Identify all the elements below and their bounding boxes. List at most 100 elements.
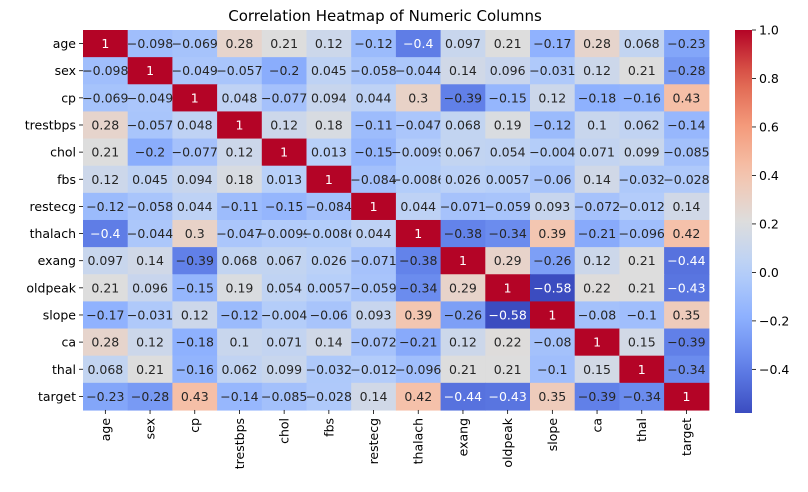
heatmap-cell-sex-sex bbox=[127, 57, 173, 85]
heatmap-cell-target-exang bbox=[440, 382, 486, 411]
heatmap-cell-restecg-oldpeak bbox=[485, 192, 531, 221]
heatmap-cell-fbs-ca bbox=[574, 165, 620, 194]
heatmap-cell-chol-target bbox=[664, 138, 710, 167]
heatmap-cell-fbs-age bbox=[83, 165, 129, 194]
heatmap-cell-thal-thal bbox=[619, 355, 665, 384]
heatmap-cell-thal-restecg bbox=[351, 355, 397, 384]
heatmap-cell-target-sex bbox=[127, 382, 173, 411]
heatmap-cell-target-fbs bbox=[306, 382, 352, 411]
heatmap-cell-thalach-slope bbox=[530, 219, 576, 248]
cell-value-slope-thalach: 0.39 bbox=[404, 307, 432, 322]
heatmap-cell-target-chol bbox=[261, 382, 308, 411]
cell-value-slope-ca: −0.08 bbox=[578, 307, 616, 322]
cell-value-restecg-thal: −0.012 bbox=[619, 199, 665, 214]
y-tick-label-restecg: restecg bbox=[30, 199, 76, 214]
heatmap-cell-trestbps-cp bbox=[172, 111, 218, 140]
heatmap-cell-oldpeak-restecg bbox=[351, 274, 397, 302]
colorbar-tick-label-5: 0.0 bbox=[759, 265, 779, 280]
heatmap-cell-thal-fbs bbox=[306, 355, 352, 384]
heatmap-cell-thalach-thalach bbox=[395, 219, 442, 248]
heatmap-cell-sex-target bbox=[664, 57, 710, 85]
heatmap-cell-target-target bbox=[664, 382, 710, 411]
x-tick-label-chol: chol bbox=[277, 418, 292, 444]
heatmap-cell-cp-cp bbox=[172, 84, 218, 113]
heatmap-cell-age-chol bbox=[261, 30, 308, 58]
heatmap-cell-oldpeak-thal bbox=[619, 274, 665, 302]
cell-value-thalach-restecg: 0.044 bbox=[356, 226, 392, 241]
heatmap-cell-exang-ca bbox=[574, 247, 620, 275]
cell-value-thalach-cp: 0.3 bbox=[185, 226, 205, 241]
heatmap-cell-cp-restecg bbox=[351, 84, 397, 113]
y-tick-label-trestbps: trestbps bbox=[25, 117, 76, 132]
heatmap-cell-exang-slope bbox=[530, 247, 576, 275]
heatmap-cell-exang-chol bbox=[261, 247, 308, 275]
cell-value-fbs-restecg: −0.084 bbox=[350, 172, 396, 187]
cell-value-target-exang: −0.44 bbox=[444, 389, 482, 404]
cell-value-fbs-target: −0.028 bbox=[663, 172, 709, 187]
cell-value-oldpeak-exang: 0.29 bbox=[449, 280, 477, 295]
cell-value-restecg-ca: −0.072 bbox=[574, 199, 620, 214]
cell-value-target-slope: 0.35 bbox=[538, 389, 566, 404]
cell-value-slope-cp: 0.12 bbox=[181, 307, 209, 322]
cell-value-slope-oldpeak: −0.58 bbox=[488, 307, 526, 322]
heatmap-cell-fbs-thal bbox=[619, 165, 665, 194]
heatmap-cell-chol-oldpeak bbox=[485, 138, 531, 167]
heatmap-cell-chol-age bbox=[83, 138, 129, 167]
heatmap-cell-age-target bbox=[664, 30, 710, 58]
cell-value-chol-thal: 0.099 bbox=[624, 145, 660, 160]
heatmap-cell-restecg-chol bbox=[261, 192, 308, 221]
heatmap-cell-fbs-chol bbox=[261, 165, 308, 194]
cell-value-target-chol: −0.085 bbox=[261, 389, 307, 404]
heatmap-cell-fbs-thalach bbox=[395, 165, 442, 194]
cell-value-target-thalach: 0.42 bbox=[404, 389, 432, 404]
heatmap-cell-thalach-sex bbox=[127, 219, 173, 248]
cell-value-age-thalach: −0.4 bbox=[403, 36, 433, 51]
heatmap-cell-target-oldpeak bbox=[485, 382, 531, 411]
x-tick-label-target: target bbox=[679, 418, 694, 456]
cell-value-oldpeak-age: 0.21 bbox=[91, 280, 119, 295]
heatmap-cell-fbs-trestbps bbox=[217, 165, 263, 194]
y-tick-label-target: target bbox=[38, 389, 76, 404]
cell-value-fbs-chol: 0.013 bbox=[266, 172, 302, 187]
heatmap-cell-restecg-sex bbox=[127, 192, 173, 221]
cell-value-chol-oldpeak: 0.054 bbox=[490, 145, 526, 160]
heatmap-cell-thalach-cp bbox=[172, 219, 218, 248]
cell-value-chol-trestbps: 0.12 bbox=[226, 145, 254, 160]
heatmap-cell-age-ca bbox=[574, 30, 620, 58]
cell-value-slope-restecg: 0.093 bbox=[356, 307, 392, 322]
heatmap-cell-age-thalach bbox=[395, 30, 442, 58]
heatmap-cell-sex-exang bbox=[440, 57, 486, 85]
heatmap-cell-ca-thalach bbox=[395, 328, 442, 357]
cell-value-age-ca: 0.28 bbox=[583, 36, 611, 51]
heatmap-cell-cp-target bbox=[664, 84, 710, 113]
heatmap-cell-target-thal bbox=[619, 382, 665, 411]
heatmap-cell-ca-thal bbox=[619, 328, 665, 357]
heatmap-cell-chol-sex bbox=[127, 138, 173, 167]
cell-value-thal-exang: 0.21 bbox=[449, 362, 477, 377]
heatmap-cell-trestbps-sex bbox=[127, 111, 173, 140]
cell-value-trestbps-chol: 0.12 bbox=[270, 117, 298, 132]
heatmap-cell-ca-slope bbox=[530, 328, 576, 357]
heatmap-cell-target-cp bbox=[172, 382, 218, 411]
cell-value-thalach-chol: −0.0099 bbox=[257, 226, 311, 241]
y-tick-label-slope: slope bbox=[43, 307, 77, 322]
cell-value-fbs-fbs: 1 bbox=[325, 172, 333, 187]
cell-value-trestbps-target: −0.14 bbox=[667, 117, 705, 132]
heatmap-cell-trestbps-chol bbox=[261, 111, 308, 140]
heatmap-cell-thalach-age bbox=[83, 219, 129, 248]
colorbar-tick-label-1: 0.8 bbox=[759, 71, 779, 86]
heatmap-cell-fbs-sex bbox=[127, 165, 173, 194]
x-tick-label-age: age bbox=[98, 418, 113, 442]
heatmap-cell-cp-trestbps bbox=[217, 84, 263, 113]
heatmap-cell-age-slope bbox=[530, 30, 576, 58]
heatmap-cell-thal-trestbps bbox=[217, 355, 263, 384]
heatmap-cell-sex-restecg bbox=[351, 57, 397, 85]
cell-value-exang-chol: 0.067 bbox=[266, 253, 302, 268]
cell-value-target-cp: 0.43 bbox=[181, 389, 209, 404]
cell-value-thal-trestbps: 0.062 bbox=[222, 362, 258, 377]
cell-value-ca-sex: 0.12 bbox=[136, 335, 164, 350]
cell-value-age-chol: 0.21 bbox=[270, 36, 298, 51]
cell-value-ca-slope: −0.08 bbox=[533, 335, 571, 350]
cell-value-fbs-thal: −0.032 bbox=[619, 172, 665, 187]
